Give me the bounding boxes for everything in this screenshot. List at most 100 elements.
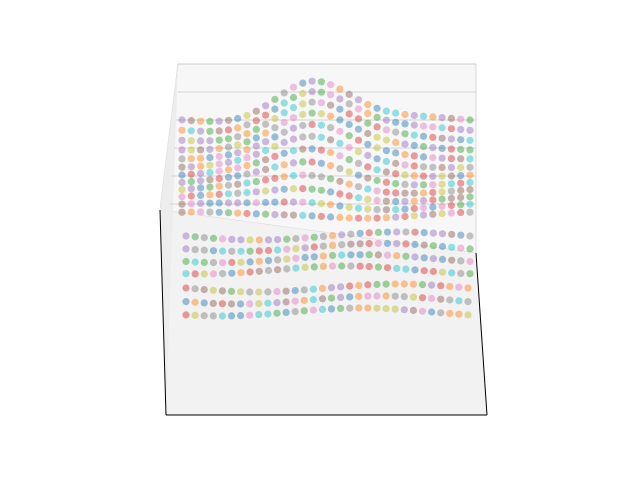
scatter-point	[200, 312, 208, 320]
scatter-point	[374, 228, 382, 236]
scatter-point	[224, 181, 233, 189]
scatter-point	[411, 228, 419, 236]
scatter-point	[355, 304, 363, 312]
scatter-point	[300, 296, 308, 304]
scatter-point	[197, 117, 205, 125]
scatter-point	[187, 170, 195, 178]
scatter-point	[280, 138, 288, 146]
scatter-point	[271, 95, 279, 103]
scatter-point	[237, 269, 245, 277]
scatter-point	[401, 197, 409, 205]
scatter-point	[292, 235, 300, 243]
scatter-point	[401, 130, 409, 138]
scatter-point	[410, 131, 418, 139]
scatter-point	[282, 298, 290, 306]
scatter-point	[345, 90, 353, 98]
scatter-point	[246, 288, 254, 296]
scatter-point	[337, 293, 345, 301]
scatter-point	[392, 189, 400, 197]
scatter-point	[419, 143, 428, 151]
scatter-point	[252, 142, 260, 150]
scatter-point	[429, 172, 437, 180]
scatter-point	[224, 199, 233, 207]
scatter-point	[206, 161, 214, 169]
scatter-point	[264, 236, 273, 244]
scatter-point	[246, 236, 254, 244]
scatter-point	[466, 186, 474, 194]
scatter-point	[373, 214, 381, 222]
scatter-point	[224, 173, 233, 181]
scatter-point	[289, 185, 298, 193]
scatter-point	[402, 228, 410, 236]
scatter-point	[327, 112, 335, 120]
scatter-point	[215, 175, 223, 183]
scatter-point	[274, 246, 282, 254]
scatter-point	[310, 233, 318, 241]
scatter-point	[237, 247, 245, 255]
scatter-point	[447, 164, 455, 172]
scatter-point	[338, 241, 346, 249]
scatter-point	[457, 172, 465, 180]
scatter-point	[299, 79, 307, 87]
scatter-point	[215, 208, 223, 216]
scatter-point	[392, 180, 400, 188]
scatter-point	[280, 149, 288, 157]
scatter-point	[252, 125, 260, 133]
scatter-point	[401, 171, 409, 179]
scatter-point	[418, 307, 427, 315]
scatter-point	[178, 208, 186, 216]
scatter-point	[382, 126, 390, 134]
scatter-point	[336, 152, 344, 160]
scatter-point	[252, 168, 260, 176]
scatter-point	[206, 199, 214, 207]
scatter-point	[206, 145, 214, 153]
scatter-point	[455, 310, 463, 318]
scatter-point	[308, 120, 316, 128]
scatter-point	[383, 239, 392, 247]
scatter-point	[329, 262, 337, 270]
scatter-point	[354, 136, 363, 144]
scatter-point	[197, 199, 205, 207]
scatter-point	[356, 251, 364, 259]
scatter-point	[274, 256, 282, 264]
scatter-point	[317, 186, 325, 194]
scatter-point	[219, 235, 227, 243]
scatter-point	[364, 205, 372, 213]
scatter-point	[271, 211, 279, 219]
scatter-point	[354, 194, 363, 202]
scatter-point	[206, 176, 214, 184]
scatter-point	[197, 191, 205, 199]
scatter-point	[346, 282, 354, 290]
scatter-point	[364, 100, 372, 109]
scatter-point	[252, 199, 260, 207]
scatter-point	[283, 265, 291, 273]
scatter-point	[466, 200, 474, 208]
scatter-point	[280, 89, 288, 97]
scatter-point	[429, 181, 437, 189]
scatter-point	[429, 196, 437, 204]
scatter-point	[262, 165, 270, 174]
scatter-point	[392, 213, 400, 221]
scatter-point	[187, 155, 195, 163]
scatter-point	[224, 166, 233, 174]
scatter-point	[466, 178, 474, 186]
axis-line-left	[159, 209, 167, 416]
scatter-point	[438, 255, 447, 263]
scatter-point	[299, 145, 307, 153]
scatter-point	[447, 145, 455, 153]
scatter-point	[457, 244, 465, 252]
side-pane	[160, 64, 178, 415]
scatter-point	[400, 280, 408, 288]
floor-pane	[160, 210, 487, 415]
scatter-point	[317, 173, 325, 181]
scatter-point	[291, 308, 299, 316]
scatter-point	[410, 181, 418, 189]
scatter-point	[419, 132, 428, 140]
scatter-point	[466, 193, 474, 201]
scatter-point	[410, 111, 418, 120]
scatter-point	[271, 133, 279, 141]
scatter-point	[374, 263, 382, 271]
scatter-point	[243, 154, 251, 162]
scatter-point	[382, 292, 390, 300]
scatter-point	[429, 163, 437, 171]
